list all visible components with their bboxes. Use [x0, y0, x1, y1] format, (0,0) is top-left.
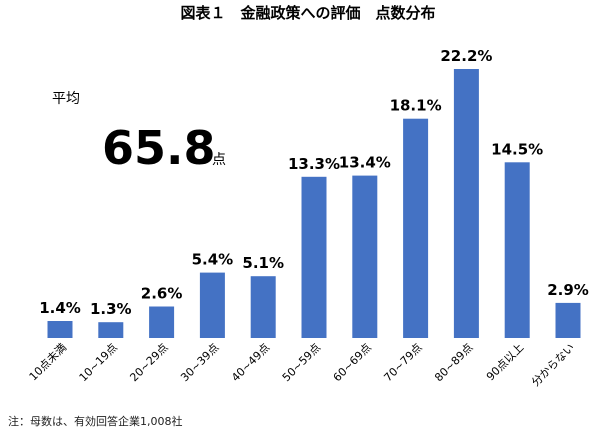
x-tick-label-2: 20~29点: [127, 341, 170, 384]
bars-group: [47, 69, 581, 338]
value-label-0: 1.4%: [39, 299, 81, 317]
value-label-2: 2.6%: [141, 285, 183, 303]
x-tick-label-0: 10点未満: [27, 341, 69, 383]
value-label-8: 22.2%: [440, 47, 492, 65]
x-tick-label-6: 60~69点: [331, 341, 374, 384]
average-unit: 点: [212, 152, 226, 168]
bar-9: [504, 162, 530, 338]
chart-title: 図表１ 金融政策への評価 点数分布: [180, 4, 435, 22]
value-label-10: 2.9%: [547, 281, 589, 299]
value-label-1: 1.3%: [90, 300, 132, 318]
bar-7: [403, 118, 429, 338]
x-tick-label-1: 10~19点: [77, 341, 120, 384]
bar-0: [47, 321, 73, 338]
value-label-4: 5.1%: [242, 254, 284, 272]
bar-6: [352, 175, 378, 338]
value-label-3: 5.4%: [192, 251, 234, 269]
x-tick-label-5: 50~59点: [280, 341, 323, 384]
average-label: 平均: [52, 91, 80, 107]
x-tick-label-8: 80~89点: [432, 341, 475, 384]
bar-4: [250, 276, 276, 338]
bar-3: [199, 272, 225, 338]
x-tick-label-4: 40~49点: [229, 341, 272, 384]
value-label-5: 13.3%: [288, 155, 340, 173]
bar-10: [555, 302, 581, 338]
value-label-7: 18.1%: [390, 97, 442, 115]
x-tick-label-7: 70~79点: [381, 341, 424, 384]
bar-1: [98, 322, 124, 338]
bar-5: [301, 176, 327, 338]
x-tick-label-10: 分からない: [529, 341, 577, 389]
value-label-9: 14.5%: [491, 140, 543, 158]
bar-2: [149, 306, 175, 338]
x-tick-label-9: 90点以上: [484, 341, 526, 383]
x-tick-label-3: 30~39点: [178, 341, 221, 384]
x-tick-labels-group: 10点未満 10~19点 20~29点 30~39点 40~49点 50~59点 60~69…: [27, 341, 577, 389]
bar-8: [453, 69, 479, 338]
average-value: 65.8: [102, 121, 216, 175]
value-labels-group: 1.4% 1.3% 2.6% 5.4% 5.1% 13.3%13.4% 18.1% 22.2%…: [39, 47, 589, 318]
footnote: 注：母数は、有効回答企業1,008社: [8, 414, 183, 428]
value-label-6: 13.4%: [339, 154, 391, 172]
